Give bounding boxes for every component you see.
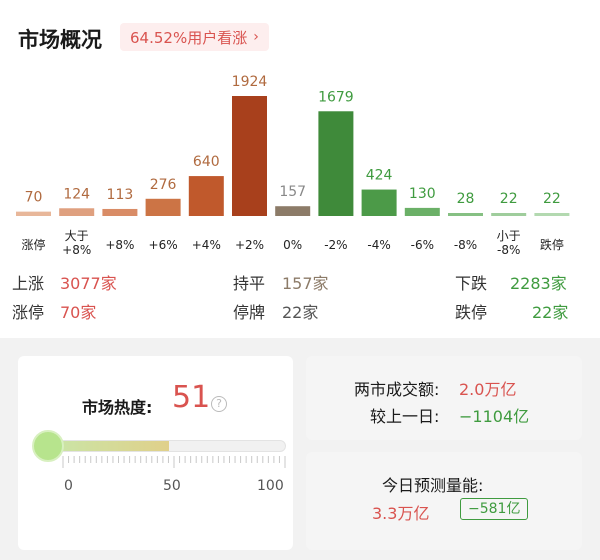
bar-value-label-6: 157 xyxy=(279,184,306,200)
category-label-8-line-0: -4% xyxy=(367,238,391,252)
forecast-delta-badge: −581亿 xyxy=(460,498,529,520)
turnover-panel: 两市成交额: 2.0万亿 较上一日: −1104亿 xyxy=(306,356,582,440)
bar-6 xyxy=(275,206,311,216)
limit-up-value: 70家 xyxy=(60,303,97,322)
bar-3 xyxy=(145,198,181,216)
help-icon[interactable]: ? xyxy=(211,396,227,412)
bullish-users-text: 64.52%用户看涨 xyxy=(130,28,248,47)
market-heat-panel: 市场热度: 51 ? 0 50 100 xyxy=(18,356,293,550)
compare-value: −1104亿 xyxy=(459,407,530,426)
forecast-value: 3.3万亿 xyxy=(372,504,430,523)
heat-gauge-track xyxy=(48,440,286,452)
flat-value: 157家 xyxy=(282,274,329,293)
category-label-1: 大于 +8% xyxy=(54,229,100,257)
bar-12 xyxy=(534,213,570,216)
bar-value-label-8: 424 xyxy=(366,168,393,184)
bar-7 xyxy=(318,111,354,216)
category-label-0-line-0: 涨停 xyxy=(21,238,46,252)
category-label-1-line-0: 大于 xyxy=(64,229,89,243)
bar-10 xyxy=(448,213,483,216)
bullish-users-pill[interactable]: 64.52%用户看涨 › xyxy=(120,23,269,51)
category-label-11-line-1: -8% xyxy=(497,243,521,257)
up-label: 上涨 xyxy=(12,274,45,293)
category-label-8: -4% xyxy=(356,238,402,252)
bar-1 xyxy=(59,208,95,216)
category-label-10-line-0: -8% xyxy=(453,238,478,252)
section-title: 市场概况 xyxy=(18,28,102,52)
heat-title: 市场热度: xyxy=(82,398,153,417)
bar-value-label-2: 113 xyxy=(107,187,134,203)
heat-gauge-knob xyxy=(32,430,64,462)
category-label-4-line-0: +4% xyxy=(191,238,221,252)
forecast-label: 今日预测量能: xyxy=(382,476,484,495)
category-label-3-line-0: +6% xyxy=(148,238,178,252)
category-label-4: +4% xyxy=(183,238,229,252)
category-label-3: +6% xyxy=(140,238,186,252)
bar-0 xyxy=(16,211,51,216)
category-label-5-line-0: +2% xyxy=(234,238,265,252)
bar-8 xyxy=(361,189,397,216)
category-label-7-line-0: -2% xyxy=(324,238,348,252)
heat-scale-ticks xyxy=(62,456,286,468)
bar-11 xyxy=(491,213,527,216)
category-label-11-line-0: 小于 xyxy=(496,229,521,243)
suspended-label: 停牌 xyxy=(233,303,266,322)
category-label-12-line-0: 跌停 xyxy=(539,238,564,252)
bar-value-label-0: 70 xyxy=(25,190,43,206)
bar-value-label-3: 276 xyxy=(150,177,177,193)
bar-value-label-7: 1679 xyxy=(318,89,354,105)
limit-down-label: 跌停 xyxy=(455,303,488,322)
category-label-9-line-0: -6% xyxy=(410,238,434,252)
scale-label-min: 0 xyxy=(64,478,73,494)
scale-label-mid: 50 xyxy=(163,478,181,494)
category-label-5: +2% xyxy=(227,238,273,252)
category-label-7: -2% xyxy=(313,238,359,252)
category-label-12: 跌停 xyxy=(529,238,575,252)
turnover-value: 2.0万亿 xyxy=(459,380,517,399)
bar-value-label-4: 640 xyxy=(193,154,220,170)
bar-5 xyxy=(232,96,267,216)
category-label-9: -6% xyxy=(399,238,445,252)
category-label-0: 涨停 xyxy=(11,238,57,252)
up-value: 3077家 xyxy=(60,274,117,293)
category-label-1-line-1: +8% xyxy=(62,243,92,257)
down-value: 2283家 xyxy=(510,274,567,293)
rise-fall-distribution-chart: 70 124 113 276 640 1924 157 1679 424 130 28 22 22 xyxy=(16,74,570,216)
bar-value-label-9: 130 xyxy=(409,186,436,202)
bar-4 xyxy=(188,176,224,216)
chevron-right-icon: › xyxy=(253,29,259,45)
turnover-label: 两市成交额: xyxy=(354,380,440,399)
category-label-2-line-0: +8% xyxy=(105,238,135,252)
market-overview-card: 市场概况 64.52%用户看涨 › 70 124 113 276 640 1924 157 1… xyxy=(0,0,600,338)
bar-value-label-1: 124 xyxy=(63,186,90,202)
scale-label-max: 100 xyxy=(257,478,284,494)
down-label: 下跌 xyxy=(455,274,488,293)
bar-value-label-10: 28 xyxy=(457,191,475,207)
compare-label: 较上一日: xyxy=(370,407,440,426)
category-label-11: 小于 -8% xyxy=(486,229,532,257)
category-label-10: -8% xyxy=(443,238,489,252)
bar-value-label-5: 1924 xyxy=(232,74,268,90)
bar-value-label-12: 22 xyxy=(543,191,561,207)
limit-up-label: 涨停 xyxy=(12,303,45,322)
category-label-6-line-0: 0% xyxy=(283,238,303,252)
bar-value-label-11: 22 xyxy=(500,191,518,207)
volume-forecast-panel: 今日预测量能: 3.3万亿 −581亿 xyxy=(306,452,582,550)
heat-gauge-fill xyxy=(49,441,170,451)
bar-2 xyxy=(102,208,138,216)
category-label-6: 0% xyxy=(270,238,316,252)
flat-label: 持平 xyxy=(233,274,266,293)
bar-9 xyxy=(404,207,440,216)
category-label-2: +8% xyxy=(97,238,143,252)
suspended-value: 22家 xyxy=(282,303,319,322)
heat-value: 51 xyxy=(172,380,211,415)
limit-down-value: 22家 xyxy=(532,303,569,322)
